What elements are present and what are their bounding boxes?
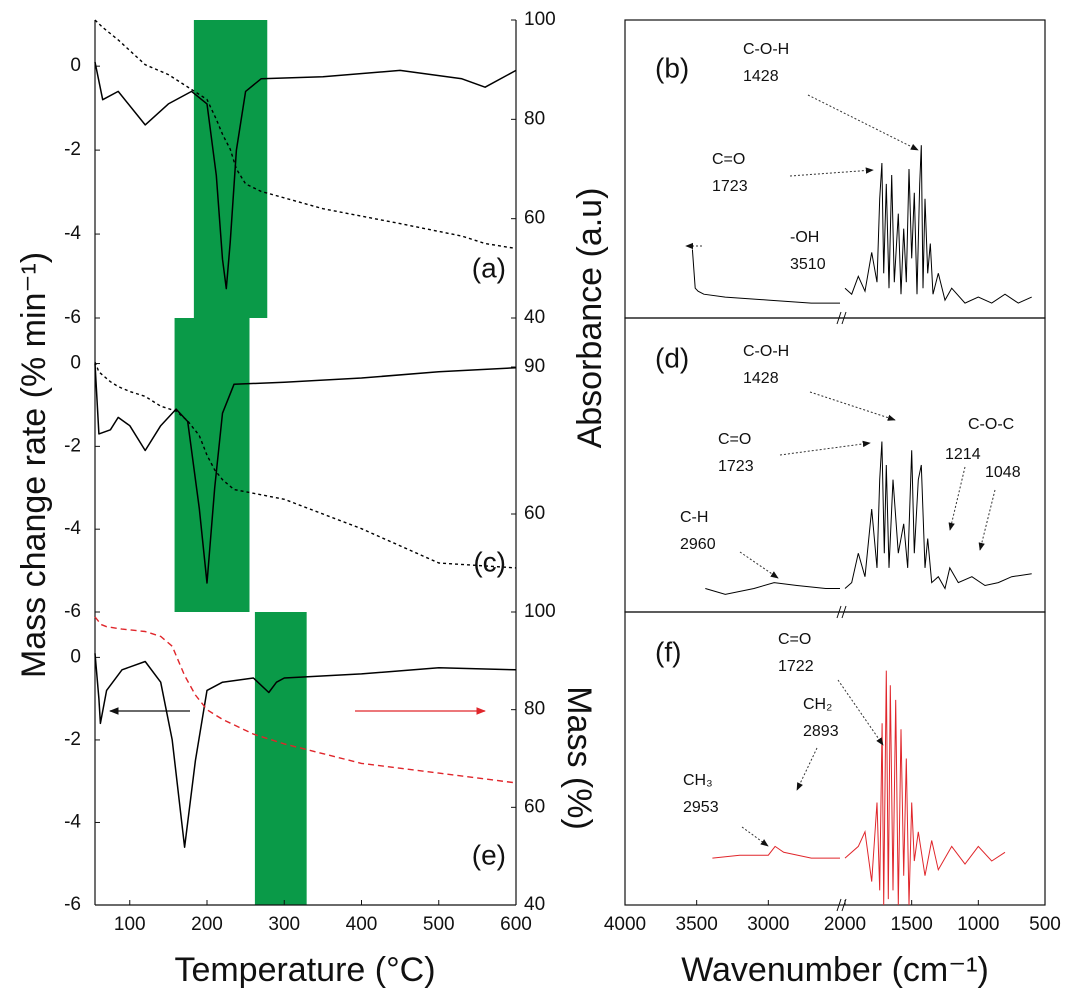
x-tick-label: 300 [268, 914, 300, 935]
x-tick-label: 3000 [747, 914, 789, 935]
x-tick-label: 200 [191, 914, 223, 935]
y-tick-label: -6 [64, 894, 81, 915]
x-tick-label: 500 [423, 914, 455, 935]
spectrum-line [691, 249, 840, 304]
annotation: 1723 [718, 458, 754, 475]
panel-label: (b) [655, 52, 689, 83]
annotation: C-O-H [743, 343, 789, 360]
annotation-arrow [741, 826, 769, 847]
spectrum-line [844, 441, 1032, 590]
annotation: C-O-C [968, 416, 1014, 433]
annotation-arrow [807, 94, 919, 151]
y2-axis-title: Mass (%) [560, 686, 598, 830]
y2-tick-label: 90 [524, 356, 545, 377]
y2-tick-label: 60 [524, 503, 545, 524]
y-tick-label: -6 [64, 307, 81, 328]
data-line [94, 363, 517, 584]
y2-tick-label: 100 [524, 601, 556, 622]
annotation-arrow [978, 489, 996, 551]
spectrum-line [844, 145, 1032, 304]
highlight-band [254, 612, 307, 905]
x-tick-label: 3500 [676, 914, 718, 935]
y-tick-label: -6 [64, 601, 81, 622]
x-tick-label: 400 [346, 914, 378, 935]
x-tick-label: 1500 [891, 914, 933, 935]
y2-tick-label: 40 [524, 307, 545, 328]
annotation: 2953 [683, 799, 719, 816]
spectrum-line [844, 670, 1006, 906]
y-tick-label: 0 [70, 353, 81, 374]
annotation-arrow [739, 551, 779, 579]
y-tick-label: -4 [64, 518, 81, 539]
data-line [94, 61, 517, 290]
annotation: 1722 [778, 658, 814, 675]
annotation: 2960 [680, 536, 716, 553]
annotation: 3510 [790, 256, 826, 273]
annotation-arrow [796, 747, 818, 791]
y2-tick-label: 40 [524, 894, 545, 915]
x-tick-label: 600 [500, 914, 532, 935]
y-tick-label: -2 [64, 435, 81, 456]
annotation: C=O [712, 151, 745, 168]
annotation: 1723 [712, 178, 748, 195]
annotation: C=O [718, 431, 751, 448]
data-line [94, 616, 517, 784]
panel-label: (d) [655, 342, 689, 373]
x-tick-label: 4000 [604, 914, 646, 935]
y2-tick-label: 60 [524, 208, 545, 229]
annotation-arrow [789, 167, 874, 177]
annotation: -OH [790, 229, 819, 246]
annotation-arrow [809, 391, 896, 421]
annotation: CH₂ [803, 696, 832, 713]
axis-break [836, 898, 842, 912]
data-line [94, 361, 517, 569]
y2-tick-label: 80 [524, 108, 545, 129]
x-tick-label: 100 [114, 914, 146, 935]
y2-tick-label: 60 [524, 796, 545, 817]
y-axis-title: Mass change rate (% min⁻¹) [15, 252, 53, 678]
y-tick-label: 0 [70, 646, 81, 667]
annotation: 1214 [945, 446, 981, 463]
annotation: 1428 [743, 370, 779, 387]
panel-label: (a) [472, 252, 506, 283]
annotation: C-O-H [743, 41, 789, 58]
y-tick-label: -4 [64, 223, 81, 244]
x-tick-label: 2000 [824, 914, 866, 935]
annotation: C-H [680, 509, 708, 526]
y2-axis-title: Absorbance (a.u) [571, 188, 609, 449]
y-tick-label: 0 [70, 55, 81, 76]
annotation: C=O [778, 631, 811, 648]
x-tick-label: 500 [1029, 914, 1061, 935]
spectrum-line [712, 845, 840, 859]
data-line [94, 19, 517, 250]
spectrum-line [705, 582, 840, 595]
data-line [94, 653, 517, 848]
y-tick-label: -4 [64, 811, 81, 832]
annotation-arrow [948, 466, 966, 531]
annotation: 1428 [743, 68, 779, 85]
annotation: 1048 [985, 464, 1021, 481]
panel-label: (e) [472, 839, 506, 870]
annotation-arrow [837, 679, 884, 746]
y-tick-label: -2 [64, 729, 81, 750]
annotation-arrow [779, 440, 871, 456]
panel-label: (c) [473, 546, 506, 577]
annotation: 2893 [803, 723, 839, 740]
x-axis-title: Wavenumber (cm⁻¹) [681, 951, 989, 989]
highlight-band [193, 20, 268, 318]
x-axis-title: Temperature (°C) [174, 951, 435, 989]
panel-label: (f) [655, 636, 681, 667]
x-tick-label: 1000 [957, 914, 999, 935]
annotation: CH₃ [683, 772, 713, 789]
y2-tick-label: 100 [524, 9, 556, 30]
panel-frame [624, 611, 1046, 906]
y-tick-label: -2 [64, 139, 81, 160]
y2-tick-label: 80 [524, 699, 545, 720]
